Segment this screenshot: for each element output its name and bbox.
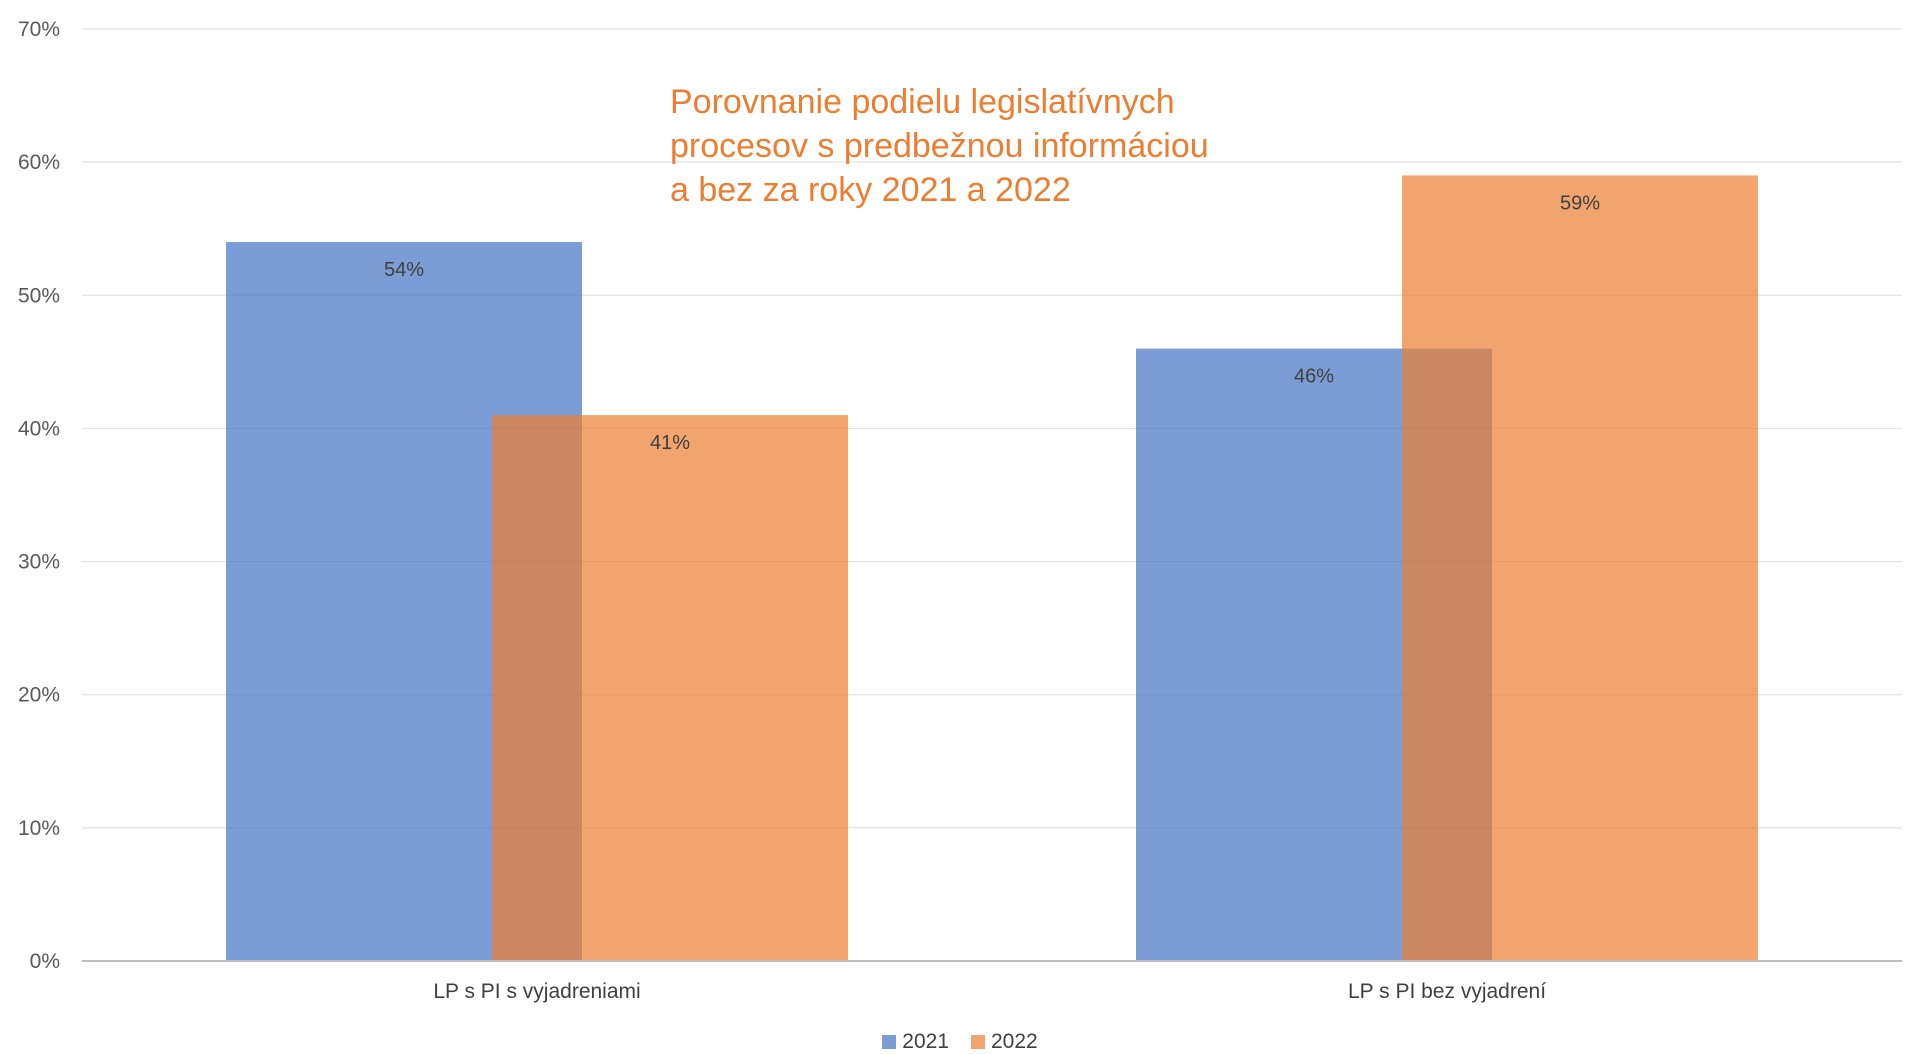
legend-label-2022: 2022 — [991, 1030, 1038, 1053]
legend-swatch-2021 — [882, 1035, 897, 1049]
y-tick-label: 70% — [18, 18, 60, 41]
y-tick-label: 60% — [18, 151, 60, 174]
y-tick-label: 10% — [18, 817, 60, 840]
legend-label-2021: 2021 — [902, 1030, 949, 1053]
x-category-label: LP s PI s vyjadreniami — [433, 980, 640, 1003]
bar-2022-2 — [1402, 175, 1758, 961]
y-tick-label: 20% — [18, 684, 60, 707]
chart-title: Porovnanie podielu legislatívnych proces… — [670, 83, 1209, 209]
y-tick-label: 0% — [30, 950, 60, 973]
data-label-2021-1: 54% — [384, 259, 424, 281]
y-tick-label: 40% — [18, 417, 60, 440]
x-category-label: LP s PI bez vyjadrení — [1348, 980, 1546, 1003]
data-label-2021-2: 46% — [1294, 366, 1334, 388]
y-tick-label: 50% — [18, 284, 60, 307]
bar-2022-1 — [492, 415, 848, 962]
legend-item-2022: 2022 — [971, 1030, 1038, 1054]
data-label-2022-2: 59% — [1560, 192, 1600, 214]
legend-swatch-2022 — [971, 1035, 985, 1049]
legend-item-2021: 2021 — [882, 1030, 949, 1054]
y-tick-label: 30% — [18, 551, 60, 574]
legend: 2021 2022 — [0, 1030, 1920, 1054]
data-label-2022-1: 41% — [650, 432, 690, 454]
